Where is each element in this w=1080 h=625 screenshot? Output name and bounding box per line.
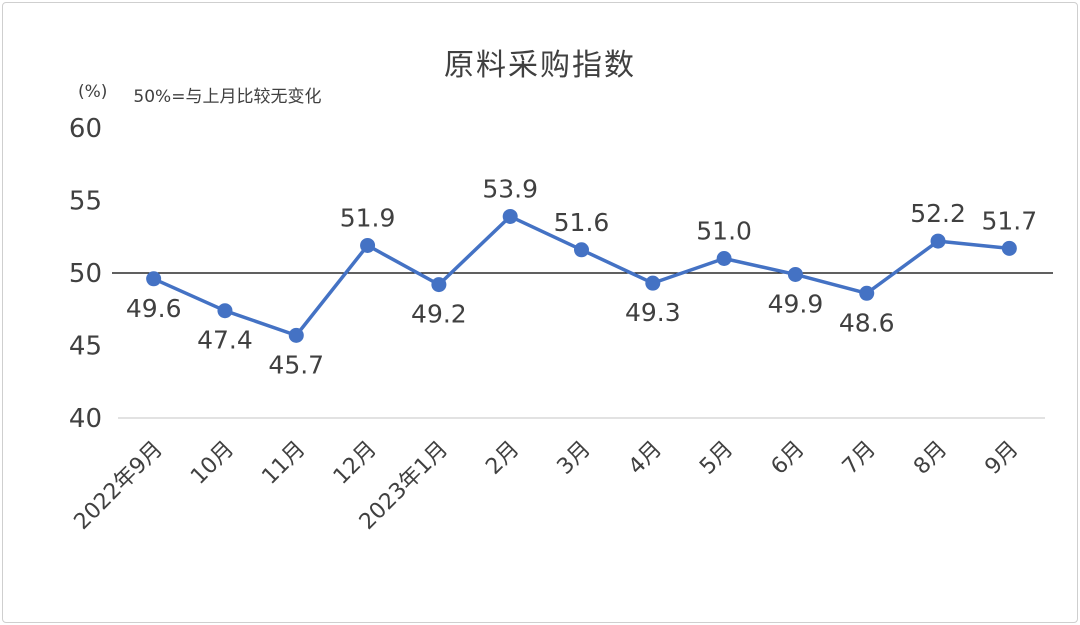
- y-axis-tick-label: 45: [69, 332, 102, 362]
- x-axis-tick-label: 12月: [329, 437, 382, 490]
- chart-title: 原料采购指数: [444, 48, 636, 83]
- x-axis-tick-label: 2月: [481, 437, 524, 480]
- data-point: [716, 251, 732, 266]
- x-axis-tick-label: 8月: [909, 437, 952, 480]
- data-label: 48.6: [839, 308, 895, 337]
- x-axis-tick-label: 2022年9月: [70, 437, 168, 535]
- data-point: [431, 277, 447, 293]
- x-axis-tick-label: 5月: [695, 437, 738, 480]
- y-axis-tick-label: 40: [69, 404, 102, 434]
- data-label: 49.2: [411, 300, 467, 329]
- axis-meta-row: (%) 50%=与上月比较无变化: [78, 82, 321, 107]
- data-point: [645, 275, 661, 291]
- data-point: [930, 233, 946, 249]
- data-point: [787, 266, 803, 282]
- data-point: [146, 271, 162, 287]
- data-point: [217, 303, 233, 319]
- data-label: 49.9: [768, 289, 824, 318]
- x-axis-tick-label: 6月: [767, 437, 810, 480]
- data-label: 51.6: [554, 208, 610, 237]
- data-label: 49.3: [625, 298, 681, 327]
- y-axis-unit-label: (%): [78, 82, 108, 102]
- x-axis-tick-label: 9月: [980, 437, 1023, 480]
- x-axis-tick-label: 4月: [624, 437, 667, 480]
- y-axis-tick-label: 55: [69, 187, 102, 217]
- data-label: 51.7: [982, 206, 1038, 235]
- x-axis-tick-label: 7月: [838, 437, 881, 480]
- data-label: 53.9: [482, 174, 538, 203]
- data-point: [360, 237, 376, 253]
- y-axis-tick-label: 60: [69, 114, 102, 144]
- y-axis-tick-label: 50: [69, 259, 102, 289]
- data-point: [502, 208, 518, 224]
- data-point: [574, 242, 589, 258]
- data-label: 52.2: [910, 199, 966, 228]
- data-point: [1001, 240, 1017, 256]
- data-label: 51.9: [340, 203, 396, 232]
- data-point: [859, 285, 875, 301]
- data-label: 51.0: [696, 217, 752, 246]
- data-label: 49.6: [126, 294, 182, 323]
- x-axis-tick-label: 11月: [257, 437, 310, 490]
- x-axis-tick-label: 10月: [186, 437, 239, 490]
- data-label: 47.4: [197, 326, 253, 355]
- x-axis-tick-label: 3月: [553, 437, 596, 480]
- data-label: 45.7: [268, 350, 324, 379]
- data-point: [288, 327, 304, 343]
- reference-note: 50%=与上月比较无变化: [133, 87, 322, 107]
